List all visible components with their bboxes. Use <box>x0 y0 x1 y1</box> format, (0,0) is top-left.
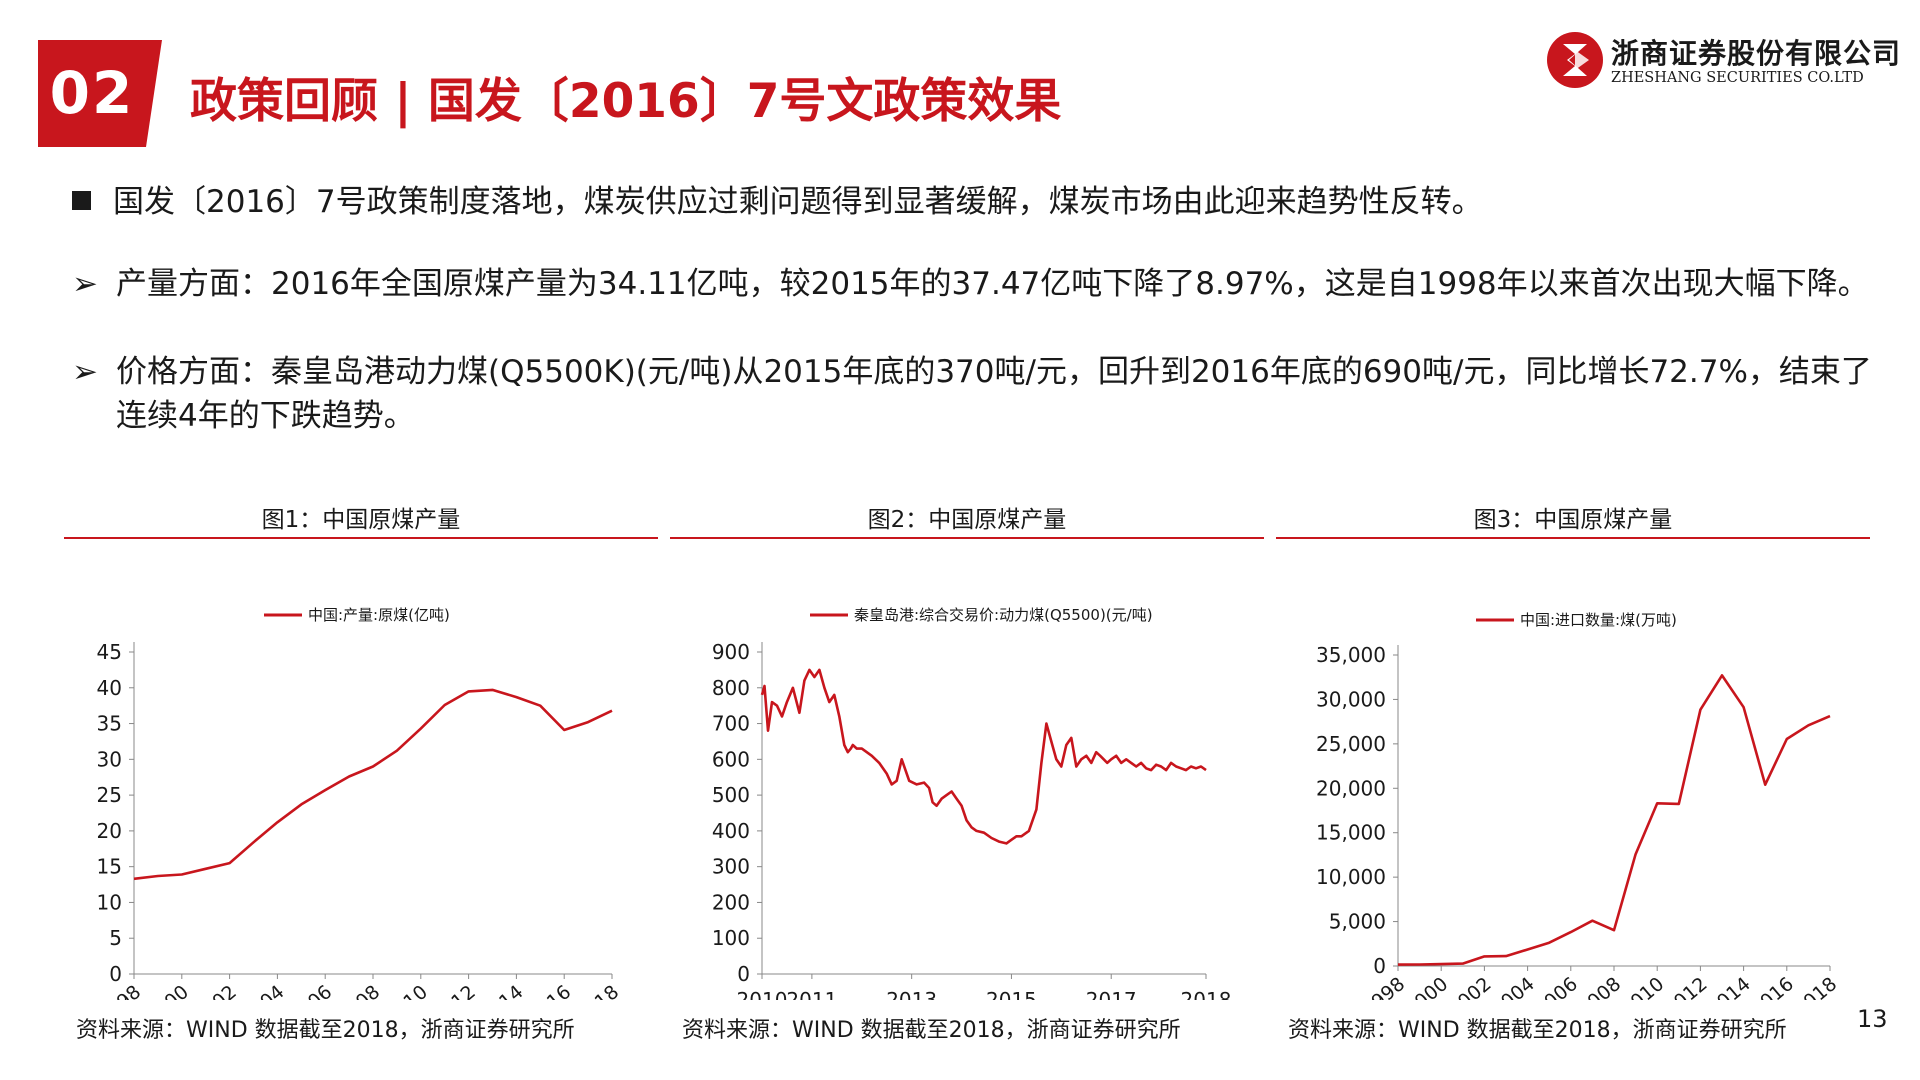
x-tick-label: 2006 <box>1531 973 1582 1000</box>
y-tick-label: 900 <box>712 640 750 664</box>
series-line <box>133 688 613 881</box>
company-name-cn: 浙商证券股份有限公司 <box>1611 37 1902 70</box>
chart-title-rule <box>64 537 658 539</box>
x-tick-label: 2006 <box>285 981 336 1000</box>
x-tick-label: 2013 <box>886 988 937 1000</box>
y-tick-label: 600 <box>712 747 750 771</box>
x-tick-label: 2012 <box>429 981 480 1000</box>
y-tick-label: 10 <box>97 890 122 914</box>
y-tick-label: 10,000 <box>1316 865 1386 889</box>
bullet-price-text: 价格方面：秦皇岛港动力煤(Q5500K)(元/吨)从2015年底的370吨/元，… <box>116 354 1872 434</box>
x-tick-label: 2000 <box>142 981 193 1000</box>
x-tick-label: 2016 <box>1747 973 1798 1000</box>
y-tick-label: 5 <box>109 926 122 950</box>
x-tick-label: 2016 <box>524 981 575 1000</box>
summary-line: 国发〔2016〕7号政策制度落地，煤炭供应过剩问题得到显著缓解，煤炭市场由此迎来… <box>72 176 1483 221</box>
x-tick-label: 2002 <box>190 981 241 1000</box>
x-tick-label: 2018 <box>1790 973 1841 1000</box>
y-tick-label: 30,000 <box>1316 687 1386 711</box>
x-tick-label: 2010 <box>1617 973 1668 1000</box>
legend-label: 秦皇岛港:综合交易价:动力煤(Q5500)(元/吨) <box>854 606 1153 624</box>
x-tick-label: 2008 <box>1574 973 1625 1000</box>
chart-title: 图2：中国原煤产量 <box>867 507 1067 533</box>
arrow-bullet-icon: ➢ <box>72 354 98 390</box>
company-logo: 浙商证券股份有限公司 ZHESHANG SECURITIES CO.LTD <box>1545 30 1900 92</box>
page-title: 政策回顾 | 国发〔2016〕7号文政策效果 <box>190 74 1062 129</box>
legend-label: 中国:进口数量:煤(万吨) <box>1520 611 1677 629</box>
x-tick-label: 2012 <box>1660 973 1711 1000</box>
series-line <box>760 668 1207 845</box>
x-tick-label: 2015 <box>986 988 1037 1000</box>
y-tick-label: 35,000 <box>1316 643 1386 667</box>
chart-panel-1: 图1：中国原煤产量 中国:产量:原煤(亿吨) 0 5 10 15 20 25 30 35 40 45… <box>64 490 658 1050</box>
legend-label: 中国:产量:原煤(亿吨) <box>308 606 450 624</box>
chart-panel-2: 图2：中国原煤产量 秦皇岛港:综合交易价:动力煤(Q5500)(元/吨) 0 100… <box>670 490 1264 1050</box>
company-logo-icon <box>1547 32 1603 88</box>
y-tick-label: 30 <box>97 747 122 771</box>
y-tick-label: 20,000 <box>1316 776 1386 800</box>
x-tick-label: 2014 <box>1704 973 1755 1000</box>
y-tick-label: 35 <box>97 712 122 736</box>
y-tick-label: 25 <box>97 783 122 807</box>
page-number: 13 <box>1857 1005 1888 1033</box>
y-tick-label: 700 <box>712 712 750 736</box>
bullet-production-text: 产量方面：2016年全国原煤产量为34.11亿吨，较2015年的37.47亿吨下… <box>116 266 1869 302</box>
x-tick-label: 2011 <box>786 988 837 1000</box>
x-tick-label: 2004 <box>237 981 288 1000</box>
y-tick-label: 0 <box>1373 954 1386 978</box>
chart-title: 图1：中国原煤产量 <box>261 507 461 533</box>
x-tick-label: 2018 <box>1181 988 1232 1000</box>
arrow-bullet-icon: ➢ <box>72 266 98 302</box>
chart-production: 中国:产量:原煤(亿吨)0510152025303540451998200020… <box>94 606 623 1000</box>
y-tick-label: 800 <box>712 676 750 700</box>
y-tick-label: 5,000 <box>1329 910 1386 934</box>
y-tick-label: 0 <box>737 962 750 986</box>
y-tick-label: 400 <box>712 819 750 843</box>
x-tick-label: 2004 <box>1488 973 1539 1000</box>
chart-panel-3: 图3：中国原煤产量 中国:进口数量:煤(万吨) 0 5,000 10,000 15,00… <box>1276 490 1870 1050</box>
x-tick-label: 2014 <box>476 981 527 1000</box>
y-tick-label: 0 <box>109 962 122 986</box>
x-tick-label: 2018 <box>572 981 623 1000</box>
y-tick-label: 45 <box>97 640 122 664</box>
chart-source: 资料来源：WIND 数据截至2018，浙商证券研究所 <box>682 1018 1181 1043</box>
chart-imports: 中国:进口数量:煤(万吨) 0 5,000 10,000 15,000 20,000 25,… <box>1316 611 1841 1000</box>
series-line <box>1397 674 1831 966</box>
y-tick-label: 15 <box>97 855 122 879</box>
x-tick-label: 2000 <box>1401 973 1452 1000</box>
y-tick-label: 100 <box>712 926 750 950</box>
section-number-badge: 02 <box>38 40 162 147</box>
y-tick-label: 300 <box>712 855 750 879</box>
y-tick-label: 40 <box>97 676 122 700</box>
y-tick-label: 500 <box>712 783 750 807</box>
x-tick-label: 2010 <box>381 981 432 1000</box>
x-tick-label: 2017 <box>1086 988 1137 1000</box>
square-bullet-icon <box>72 191 91 210</box>
chart-title: 图3：中国原煤产量 <box>1473 507 1673 533</box>
chart-source: 资料来源：WIND 数据截至2018，浙商证券研究所 <box>76 1018 575 1043</box>
chart-source: 资料来源：WIND 数据截至2018，浙商证券研究所 <box>1288 1018 1787 1043</box>
x-tick-label: 2010 <box>737 988 788 1000</box>
summary-text: 国发〔2016〕7号政策制度落地，煤炭供应过剩问题得到显著缓解，煤炭市场由此迎来… <box>113 184 1483 220</box>
y-tick-label: 15,000 <box>1316 821 1386 845</box>
chart-price: 秦皇岛港:综合交易价:动力煤(Q5500)(元/吨) 0 100 200 300 400 5… <box>712 606 1232 1000</box>
x-tick-label: 2002 <box>1444 973 1495 1000</box>
chart-title-rule <box>1276 537 1870 539</box>
y-tick-label: 20 <box>97 819 122 843</box>
y-tick-label: 200 <box>712 890 750 914</box>
x-tick-label: 2008 <box>333 981 384 1000</box>
company-name-en: ZHESHANG SECURITIES CO.LTD <box>1611 70 1864 86</box>
chart-title-rule <box>670 537 1264 539</box>
y-tick-label: 25,000 <box>1316 732 1386 756</box>
